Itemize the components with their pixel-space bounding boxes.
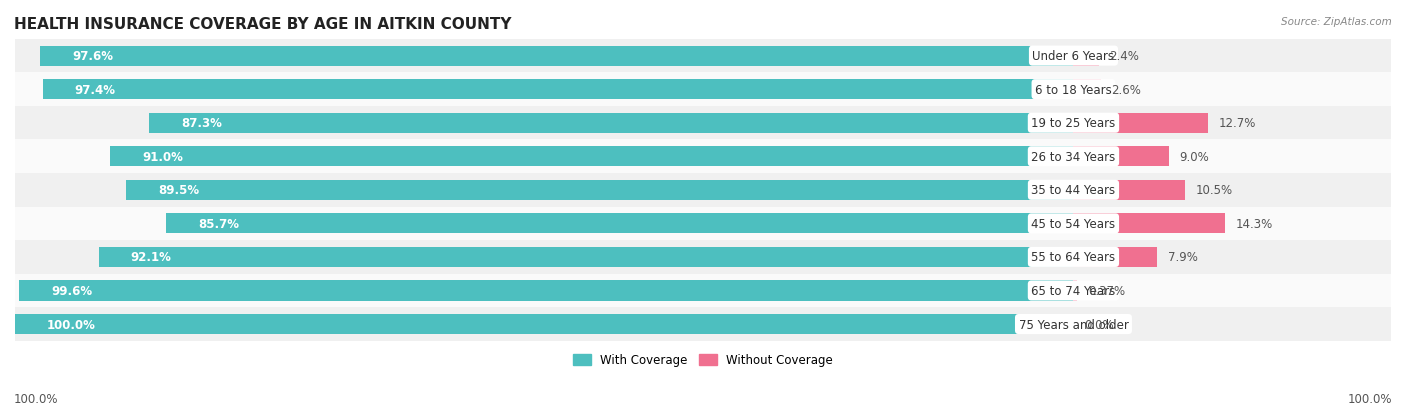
Bar — [15, 107, 1391, 140]
Bar — [149, 114, 1073, 133]
Text: 89.5%: 89.5% — [157, 184, 200, 197]
Bar — [15, 40, 1391, 73]
Text: 35 to 44 Years: 35 to 44 Years — [1032, 184, 1115, 197]
Text: 55 to 64 Years: 55 to 64 Years — [1032, 251, 1115, 264]
Bar — [1073, 46, 1099, 66]
Text: 12.7%: 12.7% — [1219, 117, 1256, 130]
Bar — [15, 173, 1391, 207]
Text: 100.0%: 100.0% — [1347, 392, 1392, 405]
Text: 7.9%: 7.9% — [1167, 251, 1198, 264]
Bar — [1073, 247, 1157, 267]
Text: 6 to 18 Years: 6 to 18 Years — [1035, 83, 1112, 96]
Text: 9.0%: 9.0% — [1180, 150, 1209, 164]
Text: 0.37%: 0.37% — [1088, 284, 1125, 297]
Bar — [42, 80, 1073, 100]
Bar — [98, 247, 1073, 267]
Text: 85.7%: 85.7% — [198, 217, 239, 230]
Text: 91.0%: 91.0% — [142, 150, 183, 164]
Text: 0.0%: 0.0% — [1084, 318, 1114, 331]
Text: 97.6%: 97.6% — [72, 50, 112, 63]
Bar — [15, 274, 1391, 308]
Text: 2.4%: 2.4% — [1109, 50, 1139, 63]
Bar — [15, 140, 1391, 173]
Text: 100.0%: 100.0% — [46, 318, 96, 331]
Text: 75 Years and older: 75 Years and older — [1018, 318, 1129, 331]
Text: HEALTH INSURANCE COVERAGE BY AGE IN AITKIN COUNTY: HEALTH INSURANCE COVERAGE BY AGE IN AITK… — [14, 17, 512, 31]
Text: 92.1%: 92.1% — [131, 251, 172, 264]
Text: 65 to 74 Years: 65 to 74 Years — [1032, 284, 1115, 297]
Text: 100.0%: 100.0% — [14, 392, 59, 405]
Text: 19 to 25 Years: 19 to 25 Years — [1032, 117, 1115, 130]
Legend: With Coverage, Without Coverage: With Coverage, Without Coverage — [568, 349, 838, 371]
Bar — [110, 147, 1073, 167]
Bar — [1073, 147, 1168, 167]
Bar — [1073, 180, 1185, 200]
Bar — [1073, 80, 1101, 100]
Bar — [15, 240, 1391, 274]
Bar — [15, 308, 1391, 341]
Text: 10.5%: 10.5% — [1195, 184, 1232, 197]
Bar — [20, 281, 1073, 301]
Text: 97.4%: 97.4% — [75, 83, 115, 96]
Bar — [1073, 281, 1077, 301]
Bar — [15, 73, 1391, 107]
Text: 2.6%: 2.6% — [1112, 83, 1142, 96]
Text: 26 to 34 Years: 26 to 34 Years — [1032, 150, 1115, 164]
Bar — [15, 207, 1391, 240]
Text: Source: ZipAtlas.com: Source: ZipAtlas.com — [1281, 17, 1392, 26]
Bar — [41, 46, 1073, 66]
Bar — [166, 214, 1073, 234]
Text: 14.3%: 14.3% — [1236, 217, 1272, 230]
Bar — [127, 180, 1073, 200]
Bar — [1073, 214, 1225, 234]
Text: 99.6%: 99.6% — [51, 284, 93, 297]
Bar — [15, 314, 1073, 334]
Text: 45 to 54 Years: 45 to 54 Years — [1032, 217, 1115, 230]
Text: 87.3%: 87.3% — [181, 117, 222, 130]
Text: Under 6 Years: Under 6 Years — [1032, 50, 1115, 63]
Bar — [1073, 114, 1208, 133]
